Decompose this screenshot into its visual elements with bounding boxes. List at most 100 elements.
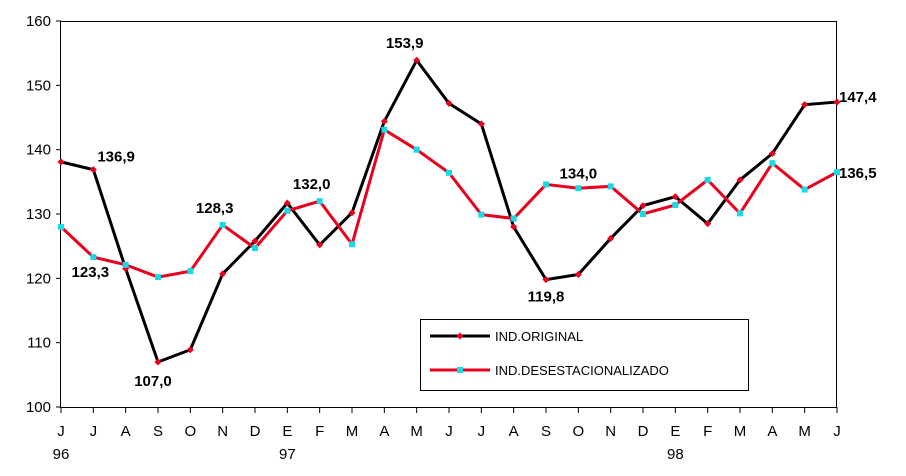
x-tick-label: E	[670, 423, 680, 440]
series-2-point	[801, 186, 808, 193]
y-axis: 100 110 120 130 140 150 160	[26, 13, 61, 416]
data-label-layer: 136,9 123,3 107,0 128,3 132,0 153,9 134,0 119,8…	[72, 35, 878, 390]
legend-label-1: IND.ORIGINAL	[495, 329, 583, 344]
y-tick-label: 110	[27, 335, 51, 352]
x-tick-label: S	[153, 423, 163, 440]
series-1-point	[477, 120, 485, 128]
legend-marker-1	[456, 332, 464, 340]
series-layer	[57, 56, 841, 366]
series-1-point	[768, 149, 776, 158]
x-tick-label: J	[57, 423, 65, 440]
legend-box	[420, 319, 749, 391]
series-2-point	[316, 198, 323, 205]
series-2-point	[122, 261, 129, 268]
x-tick-label: J	[445, 423, 453, 440]
x-year-label: 97	[279, 446, 296, 463]
x-tick-label: O	[184, 423, 196, 440]
series-2-point	[58, 223, 64, 230]
series-1-point	[801, 101, 809, 109]
series-2-point	[284, 207, 291, 214]
x-tick-label: E	[282, 423, 292, 440]
series-1-point	[607, 234, 615, 242]
series-1-point	[219, 270, 227, 278]
series-1-point	[671, 193, 679, 201]
y-tick-label: 140	[26, 142, 51, 159]
series-1-point	[413, 56, 421, 64]
x-tick-label: A	[379, 423, 389, 440]
series-2-point	[640, 211, 646, 217]
x-tick-label: F	[315, 423, 324, 440]
series-1-point	[283, 199, 291, 207]
x-tick-label: M	[798, 423, 811, 440]
x-tick-label: O	[572, 423, 584, 440]
series-2-point	[219, 221, 226, 228]
y-tick-label: 120	[26, 270, 51, 287]
series-1-point	[251, 237, 259, 245]
legend: IND.ORIGINAL IND.DESESTACIONALIZADO	[420, 319, 749, 391]
x-tick-label: N	[217, 423, 228, 440]
series-2-point	[381, 126, 388, 133]
series-2-point	[607, 183, 614, 190]
data-label: 119,8	[528, 289, 565, 306]
x-tick-label: J	[90, 423, 98, 440]
y-tick-label: 160	[26, 13, 51, 30]
x-tick-label: A	[767, 423, 777, 440]
series-1-point	[574, 270, 582, 279]
data-label: 134,0	[560, 165, 598, 182]
series-1-point	[704, 220, 712, 228]
x-tick-label: F	[703, 423, 712, 440]
x-tick-label: M	[346, 423, 359, 440]
series-2-point	[90, 254, 97, 261]
series-2-point	[543, 181, 549, 188]
legend-label-2: IND.DESESTACIONALIZADO	[495, 363, 669, 378]
x-tick-label: D	[638, 423, 649, 440]
series-2-point	[575, 185, 582, 192]
data-label: 153,9	[386, 35, 424, 52]
data-label: 147,4	[839, 89, 877, 106]
series-1-point	[445, 99, 453, 107]
x-axis: J J A S O N D E F M A M J J A S O N D E F M A M J 96 97 98	[53, 407, 841, 463]
x-tick-label: M	[734, 423, 747, 440]
series-2-point	[672, 201, 679, 208]
series-1-point	[542, 276, 550, 284]
x-tick-label: D	[250, 423, 261, 440]
series-1-point	[186, 346, 194, 354]
series-2-point	[187, 268, 194, 275]
series-1-point	[316, 241, 324, 249]
y-tick-label: 150	[26, 77, 51, 94]
series-2-point	[446, 169, 452, 176]
y-tick-label: 130	[26, 206, 51, 223]
series-2-point	[155, 274, 161, 281]
series-1-point	[348, 209, 356, 217]
x-tick-label: J	[478, 423, 486, 440]
x-tick-label: A	[121, 423, 131, 440]
series-2-point	[478, 211, 485, 218]
series-2-point	[769, 160, 776, 167]
series-2-point	[252, 245, 258, 252]
series-1-point	[57, 158, 65, 166]
series-1-point	[154, 358, 162, 366]
x-tick-label: N	[605, 423, 616, 440]
data-label: 107,0	[134, 373, 172, 390]
series-1-point	[380, 117, 388, 125]
x-tick-label: S	[541, 423, 551, 440]
series-2-point	[704, 176, 711, 183]
data-label: 128,3	[196, 200, 234, 217]
x-tick-label: M	[410, 423, 423, 440]
data-label: 136,5	[839, 165, 877, 182]
data-label: 123,3	[72, 264, 110, 281]
series-1-point	[89, 166, 97, 174]
series-1-point	[736, 176, 744, 184]
series-2-point	[510, 215, 517, 222]
data-label: 136,9	[97, 149, 135, 166]
y-tick-label: 100	[26, 399, 51, 416]
x-tick-label: A	[509, 423, 519, 440]
data-label: 132,0	[293, 176, 331, 193]
series-2-point	[413, 146, 420, 153]
x-year-label: 96	[53, 446, 70, 463]
series-1-point	[639, 202, 647, 210]
series-1-point	[833, 98, 841, 106]
series-2-point	[349, 241, 355, 248]
series-2-point	[737, 210, 743, 217]
